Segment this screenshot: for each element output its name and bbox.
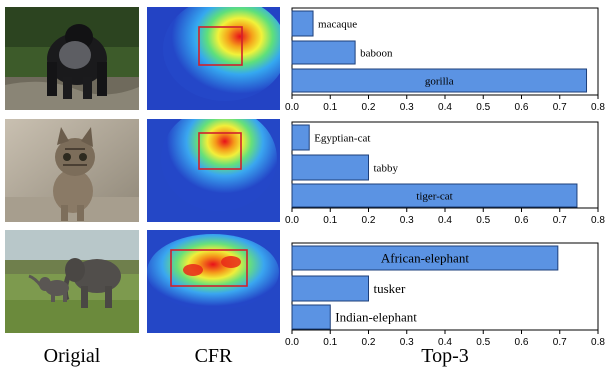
heatmap-elephants bbox=[147, 230, 280, 333]
bar-label: tiger-cat bbox=[416, 190, 452, 202]
x-tick-label: 0.2 bbox=[362, 337, 376, 348]
x-tick-label: 0.8 bbox=[591, 215, 605, 226]
bar bbox=[291, 245, 559, 271]
x-tick-label: 0.8 bbox=[591, 337, 605, 348]
bar bbox=[291, 68, 588, 93]
x-tick-label: 0.6 bbox=[515, 337, 529, 348]
x-tick-label: 0.1 bbox=[323, 215, 337, 226]
x-tick-label: 0.3 bbox=[400, 102, 414, 113]
bar-label: African-elephant bbox=[381, 251, 469, 266]
bar-label: tusker bbox=[374, 281, 406, 296]
photo-gorilla bbox=[5, 7, 139, 110]
bar-label: gorilla bbox=[425, 75, 454, 87]
x-tick-label: 0.6 bbox=[515, 102, 529, 113]
bar bbox=[291, 124, 310, 151]
bar-label: macaque bbox=[318, 18, 357, 30]
x-tick-label: 0.1 bbox=[323, 337, 337, 348]
bar bbox=[291, 275, 369, 302]
bar-label: Egyptian-cat bbox=[314, 132, 370, 144]
x-tick-label: 0.7 bbox=[553, 102, 567, 113]
x-tick-label: 0.8 bbox=[591, 102, 605, 113]
x-tick-label: 0.4 bbox=[438, 337, 452, 348]
x-tick-label: 0.4 bbox=[438, 215, 452, 226]
bar bbox=[291, 304, 331, 330]
x-tick-label: 0.7 bbox=[553, 215, 567, 226]
x-tick-label: 0.6 bbox=[515, 215, 529, 226]
x-tick-label: 0.5 bbox=[476, 102, 490, 113]
x-tick-label: 0.0 bbox=[285, 337, 299, 348]
x-tick-label: 0.1 bbox=[323, 102, 337, 113]
bar-label: Indian-elephant bbox=[335, 310, 417, 325]
bar bbox=[291, 10, 314, 37]
label-cfr: CFR bbox=[194, 345, 233, 367]
x-tick-label: 0.3 bbox=[400, 215, 414, 226]
x-tick-label: 0.2 bbox=[362, 215, 376, 226]
x-tick-label: 0.3 bbox=[400, 337, 414, 348]
label-top3: Top-3 bbox=[421, 345, 469, 367]
bar-label: tabby bbox=[374, 162, 399, 174]
x-tick-label: 0.5 bbox=[476, 215, 490, 226]
photo-cat bbox=[5, 119, 139, 222]
x-tick-label: 0.7 bbox=[553, 337, 567, 348]
x-tick-label: 0.0 bbox=[285, 102, 299, 113]
heatmap-gorilla bbox=[147, 7, 280, 110]
bar bbox=[291, 183, 578, 208]
heatmap-cat bbox=[147, 119, 280, 222]
label-original: Origial bbox=[43, 345, 101, 367]
x-tick-label: 0.0 bbox=[285, 215, 299, 226]
bar bbox=[291, 154, 369, 181]
x-tick-label: 0.4 bbox=[438, 102, 452, 113]
bar-label: baboon bbox=[360, 47, 393, 59]
x-tick-label: 0.2 bbox=[362, 102, 376, 113]
bar bbox=[291, 40, 356, 65]
photo-elephants bbox=[5, 230, 139, 333]
x-tick-label: 0.5 bbox=[476, 337, 490, 348]
